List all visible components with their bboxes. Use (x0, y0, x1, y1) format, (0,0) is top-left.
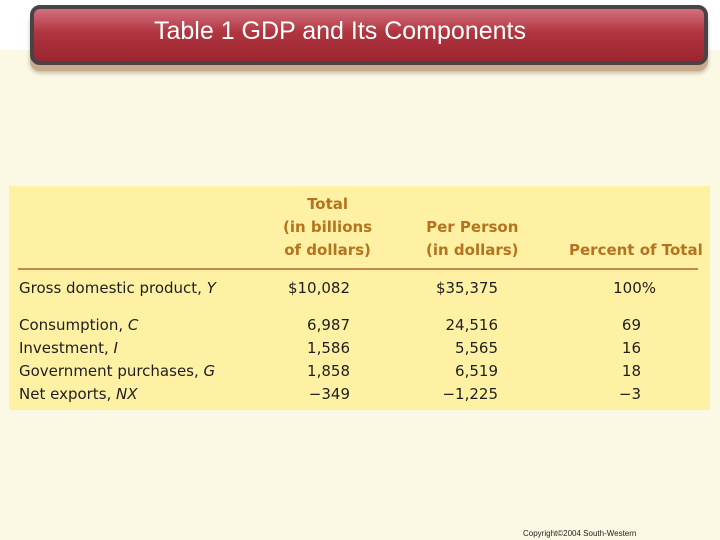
slide-title: Table 1 GDP and Its Components (154, 17, 526, 45)
row-variable: Y (206, 279, 216, 297)
cell-percent: 69 (621, 316, 641, 334)
row-label-consumption: Consumption, C (19, 316, 138, 334)
cell-per-person: $35,375 (435, 279, 498, 297)
gdp-table (9, 186, 710, 410)
cell-total: 1,586 (307, 339, 350, 357)
title-banner: Table 1 GDP and Its Components (30, 5, 708, 65)
header-total-line-3: of dollars) (284, 241, 371, 259)
row-label-text: Government purchases, (19, 362, 204, 380)
cell-total: $10,082 (287, 279, 350, 297)
row-variable: I (113, 339, 118, 357)
copyright-footer: Copyright©2004 South-Western (523, 529, 637, 538)
row-label-government: Government purchases, G (19, 362, 215, 380)
row-label-text: Gross domestic product, (19, 279, 207, 297)
row-variable: C (127, 316, 139, 334)
cell-percent: 100% (613, 279, 656, 297)
header-total: Total (in billions of dollars) (283, 193, 372, 262)
cell-percent: −3 (618, 385, 641, 403)
row-label-text: Investment, (19, 339, 114, 357)
cell-percent: 18 (621, 362, 641, 380)
header-total-line-2: (in billions (283, 218, 373, 236)
cell-total: 6,987 (307, 316, 350, 334)
cell-per-person: 5,565 (455, 339, 498, 357)
row-label-investment: Investment, I (19, 339, 118, 357)
header-per-person-line-2: (in dollars) (426, 241, 519, 259)
cell-total: −349 (308, 385, 350, 403)
row-label-gdp: Gross domestic product, Y (19, 279, 216, 297)
cell-per-person: 6,519 (455, 362, 498, 380)
row-label-text: Net exports, (19, 385, 117, 403)
header-total-line-1: Total (307, 195, 349, 213)
row-variable: NX (116, 385, 138, 403)
cell-total: 1,858 (307, 362, 350, 380)
cell-per-person: 24,516 (445, 316, 499, 334)
header-per-person: Per Person (in dollars) (426, 216, 519, 262)
row-label-net-exports: Net exports, NX (19, 385, 138, 403)
header-percent: Percent of Total (569, 241, 703, 259)
header-per-person-line-1: Per Person (426, 218, 519, 236)
header-rule (18, 268, 698, 270)
row-label-text: Consumption, (19, 316, 128, 334)
cell-per-person: −1,225 (442, 385, 498, 403)
cell-percent: 16 (621, 339, 641, 357)
row-variable: G (203, 362, 216, 380)
